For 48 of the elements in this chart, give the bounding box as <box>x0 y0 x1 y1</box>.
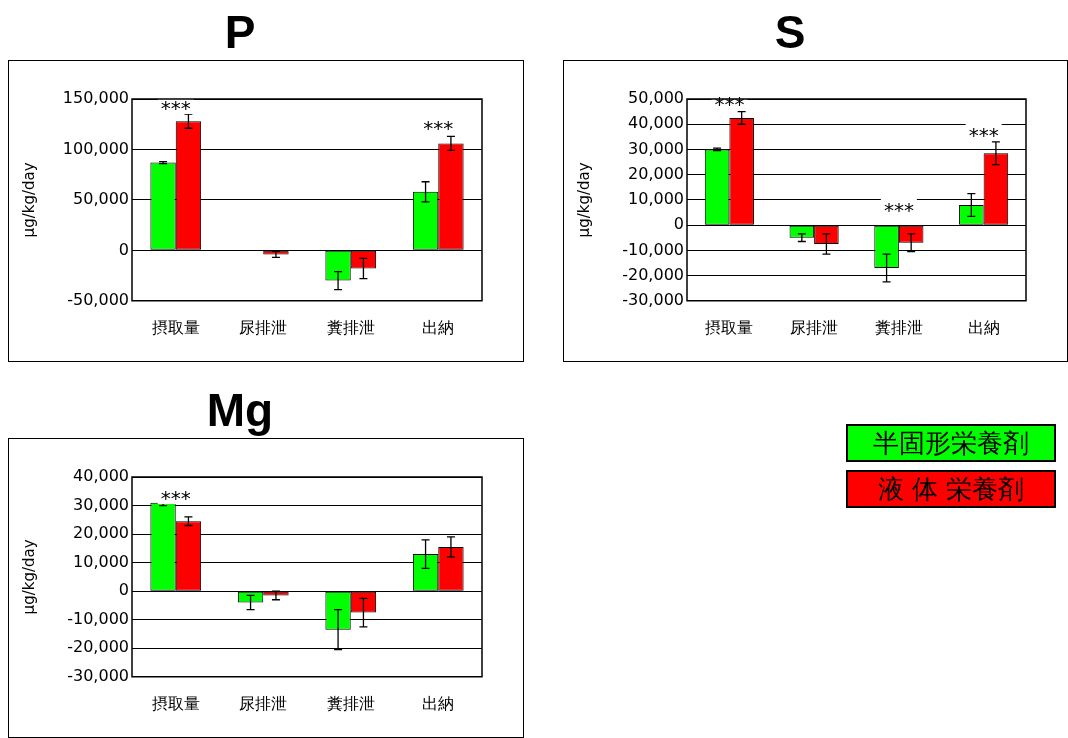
y-tick-label: -20,000 <box>622 264 684 284</box>
x-tick-label: 尿排泄 <box>239 693 288 713</box>
annotation: *** <box>883 198 914 223</box>
y-tick-label: 10,000 <box>73 551 129 571</box>
y-tick-label: 50,000 <box>73 189 129 209</box>
x-tick-label: 摂取量 <box>151 693 200 713</box>
y-tick-label: 30,000 <box>628 138 684 158</box>
y-tick-label: -20,000 <box>67 637 129 657</box>
x-tick-label: 糞排泄 <box>326 693 375 713</box>
y-tick-label: 100,000 <box>62 138 129 158</box>
x-tick-label: 摂取量 <box>705 317 754 337</box>
x-tick-label: 糞排泄 <box>326 317 375 337</box>
annotation: *** <box>714 92 745 117</box>
x-tick-label: 出納 <box>422 317 455 337</box>
y-tick-label: 20,000 <box>628 163 684 183</box>
x-tick-label: 摂取量 <box>151 317 200 337</box>
y-axis-title: μg/kg/day <box>19 162 38 238</box>
y-tick-label: -50,000 <box>67 289 129 309</box>
x-tick-label: 出納 <box>422 693 455 713</box>
x-tick-label: 糞排泄 <box>874 317 923 337</box>
y-tick-label: -30,000 <box>67 665 129 685</box>
annotation: *** <box>423 116 454 141</box>
y-tick-label: 0 <box>118 580 129 600</box>
y-tick-label: 10,000 <box>628 189 684 209</box>
annotation: *** <box>160 96 191 121</box>
y-axis-title: μg/kg/day <box>19 539 38 615</box>
y-tick-label: 50,000 <box>628 88 684 108</box>
chart-title: Mg <box>205 383 275 437</box>
annotation: *** <box>968 122 999 147</box>
annotation: *** <box>160 486 191 511</box>
chart-title: P <box>223 5 257 59</box>
x-tick-label: 尿排泄 <box>790 317 839 337</box>
y-tick-label: -10,000 <box>67 608 129 628</box>
y-tick-label: -30,000 <box>622 289 684 309</box>
chart-title: S <box>773 5 807 59</box>
y-tick-label: 0 <box>673 214 684 234</box>
y-axis-title: μg/kg/day <box>574 162 593 238</box>
y-tick-label: 20,000 <box>73 523 129 543</box>
y-tick-label: 30,000 <box>73 494 129 514</box>
text: 半固形栄養剤 <box>846 424 1056 462</box>
y-tick-label: -10,000 <box>622 239 684 259</box>
y-tick-label: 40,000 <box>73 466 129 486</box>
x-tick-label: 尿排泄 <box>239 317 288 337</box>
y-tick-label: 40,000 <box>628 113 684 133</box>
y-tick-label: 150,000 <box>62 88 129 108</box>
x-tick-label: 出納 <box>967 317 1000 337</box>
text: 液 体 栄養剤 <box>846 470 1056 508</box>
y-tick-label: 0 <box>118 239 129 259</box>
